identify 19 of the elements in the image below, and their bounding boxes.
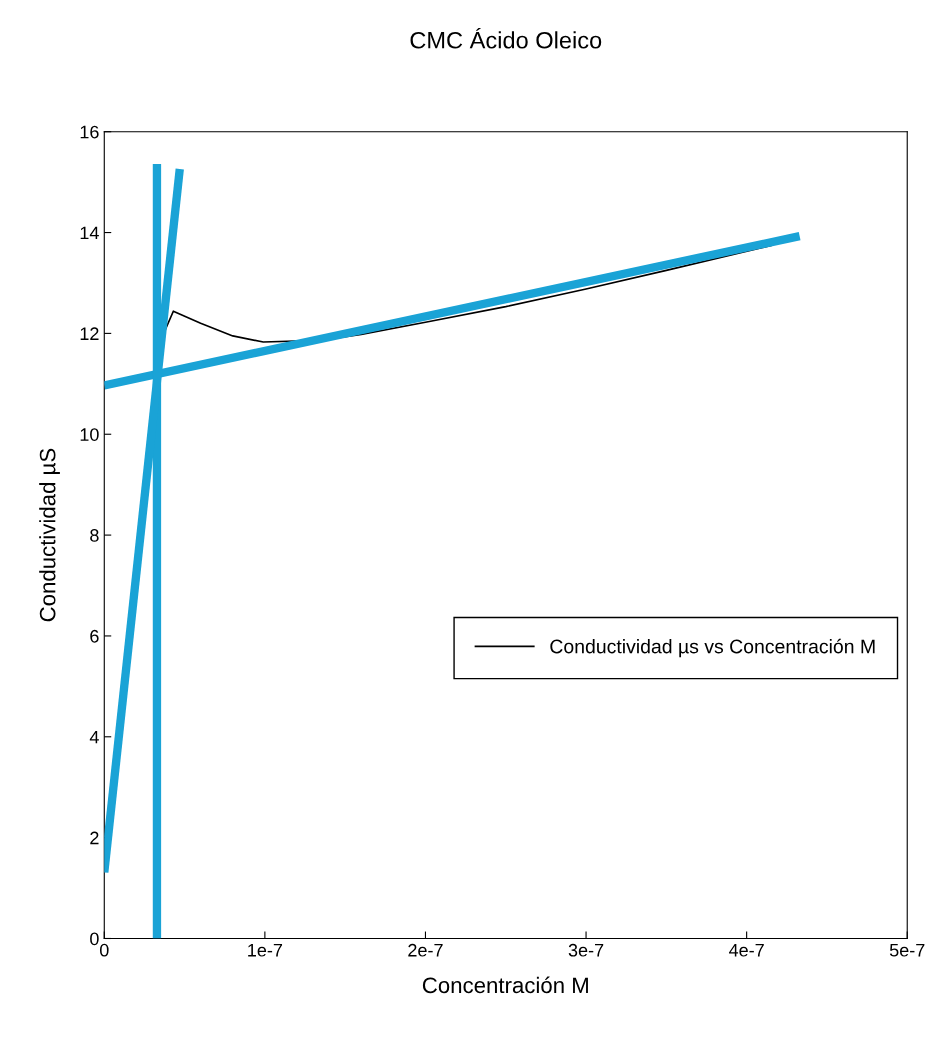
y-tick-label: 8 <box>90 529 99 542</box>
x-tick-label: 5e-7 <box>889 944 925 957</box>
x-tick-label: 2e-7 <box>408 943 443 957</box>
y-tick-label: 0 <box>90 932 99 946</box>
y-tick-label: 2 <box>90 831 99 845</box>
y-tick-label: 10 <box>80 428 99 441</box>
y-axis-title: Conductividad µS <box>39 448 60 622</box>
y-tick-label: 6 <box>90 629 99 643</box>
y-tick-label: 16 <box>80 125 99 139</box>
x-tick-label: 1e-7 <box>248 944 283 957</box>
y-tick-label: 12 <box>80 327 99 340</box>
x-tick-label: 3e-7 <box>568 943 604 957</box>
x-tick-label: 4e-7 <box>728 944 764 957</box>
chart-title: CMC Ácido Oleico <box>410 27 602 49</box>
legend-label: Conductividad µs vs Concentración M <box>550 638 875 658</box>
x-axis-title: Concentración M <box>422 976 588 994</box>
x-tick-label: 0 <box>99 943 109 957</box>
y-tick-label: 14 <box>80 226 99 240</box>
y-tick-label: 4 <box>89 730 99 744</box>
